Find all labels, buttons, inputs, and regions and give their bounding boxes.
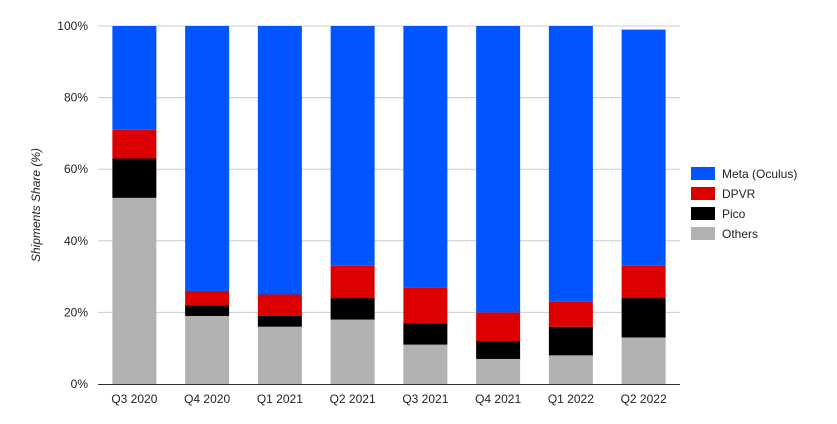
y-tick-label: 100% — [57, 19, 88, 33]
x-tick-label: Q1 2021 — [257, 392, 303, 406]
legend-entry: Meta (Oculus) — [691, 167, 797, 181]
legend-label: DPVR — [722, 187, 756, 201]
bar-segment — [548, 326, 593, 356]
bar-segment — [185, 305, 230, 316]
bar-segment — [257, 315, 302, 327]
bar-segment — [476, 26, 521, 313]
bar-stack — [330, 26, 375, 384]
legend-swatch — [691, 187, 715, 200]
y-tick-label: 80% — [64, 91, 88, 105]
y-tick-label: 60% — [64, 162, 88, 176]
bar-segment — [476, 341, 521, 359]
x-tick-label: Q4 2021 — [475, 392, 521, 406]
y-tick-label: 40% — [64, 234, 88, 248]
bar-segment — [403, 323, 448, 345]
bar-segment — [621, 298, 666, 338]
legend-swatch — [691, 227, 715, 240]
bar-stack — [403, 26, 448, 384]
bar-stack — [257, 26, 302, 384]
bar-segment — [330, 319, 375, 384]
bar-segment — [330, 298, 375, 320]
bar-segment — [112, 197, 157, 384]
bar-stack — [112, 26, 157, 384]
bar-segment — [403, 344, 448, 384]
bar-segment — [476, 358, 521, 384]
legend-entry: Others — [691, 227, 758, 241]
bar-stack — [548, 26, 593, 384]
bar-segment — [112, 26, 157, 130]
bar-segment — [621, 337, 666, 384]
bar-segment — [548, 355, 593, 384]
y-tick-label: 20% — [64, 305, 88, 319]
bar-segment — [548, 26, 593, 302]
bar-stack — [621, 29, 666, 384]
bar-segment — [621, 29, 666, 266]
x-tick-label: Q4 2020 — [184, 392, 230, 406]
legend-label: Meta (Oculus) — [722, 167, 797, 181]
y-tick-label: 0% — [71, 377, 89, 391]
bar-segment — [257, 326, 302, 384]
bar-segment — [185, 26, 230, 291]
y-axis-title: Shipments Share (%) — [29, 148, 43, 262]
x-tick-label: Q3 2020 — [111, 392, 157, 406]
bar-segment — [403, 26, 448, 288]
bar-segment — [112, 129, 157, 159]
x-tick-label: Q2 2021 — [330, 392, 376, 406]
bar-segment — [476, 312, 521, 342]
legend-label: Pico — [722, 207, 746, 221]
legend-entry: DPVR — [691, 187, 756, 201]
bar-segment — [330, 265, 375, 299]
x-tick-label: Q3 2021 — [402, 392, 448, 406]
bar-stack — [476, 26, 521, 384]
bar-segment — [621, 265, 666, 299]
x-tick-label: Q1 2022 — [548, 392, 594, 406]
bars — [112, 26, 666, 384]
bar-segment — [548, 301, 593, 327]
x-tick-label: Q2 2022 — [621, 392, 667, 406]
bar-stack — [185, 26, 230, 384]
legend-label: Others — [722, 227, 758, 241]
legend-swatch — [691, 167, 715, 180]
legend-swatch — [691, 207, 715, 220]
bar-segment — [185, 315, 230, 384]
bar-segment — [403, 287, 448, 324]
legend: Meta (Oculus) DPVR Pico Others — [691, 167, 797, 241]
bar-segment — [257, 294, 302, 316]
bar-segment — [257, 26, 302, 295]
bar-segment — [330, 26, 375, 266]
bar-segment — [185, 290, 230, 306]
axes: 0% 20% 40% 60% 80% 100% Q3 2020 Q4 2020 Q1 2021 Q… — [57, 19, 680, 406]
legend-entry: Pico — [691, 207, 746, 221]
bar-segment — [112, 158, 157, 198]
